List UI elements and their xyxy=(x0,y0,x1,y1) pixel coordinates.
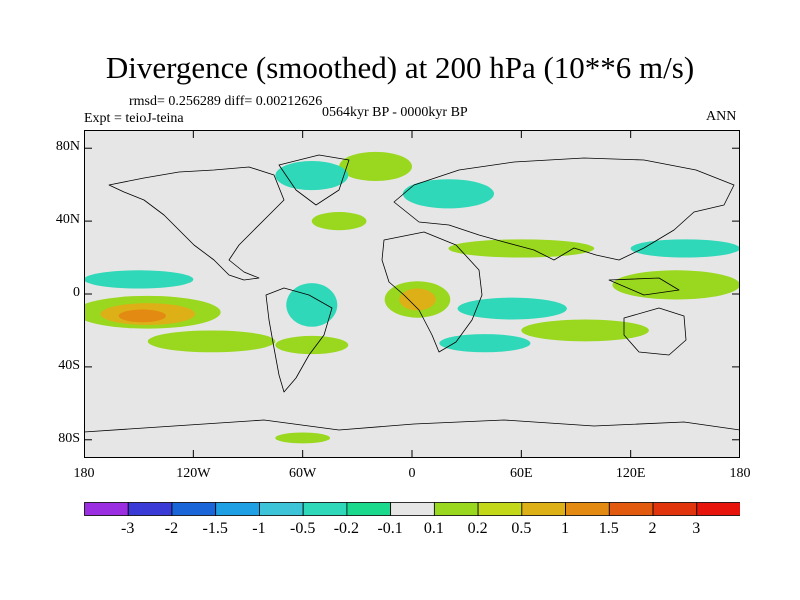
coast-africa xyxy=(381,231,483,353)
contour-arctic-pos xyxy=(339,151,412,182)
colorbar-box xyxy=(127,502,173,516)
colorbar-box xyxy=(215,502,260,516)
colorbar xyxy=(84,502,741,516)
colorbar-box xyxy=(652,502,698,516)
colorbar-box xyxy=(259,502,304,516)
contour-indian-neg xyxy=(457,297,567,320)
colorbar-box xyxy=(565,502,610,516)
figure-title: Divergence (smoothed) at 200 hPa (10**6 … xyxy=(105,50,695,85)
colorbar-label: -0.1 xyxy=(377,520,403,537)
contour-atlantic-africa-core xyxy=(399,288,436,311)
colorbar-box xyxy=(302,502,348,516)
lon-tick-label: 120W xyxy=(176,466,211,481)
experiment-label: Expt = teioJ-teina xyxy=(84,111,184,126)
colorbar-box xyxy=(171,502,217,516)
season-label: ANN xyxy=(706,109,737,124)
coast-greenland xyxy=(278,154,350,206)
contour-greenland-neg xyxy=(275,160,349,191)
colorbar-label: 1 xyxy=(561,520,570,537)
colorbar-label: -0.2 xyxy=(333,520,360,537)
contour-n-pacific-neg xyxy=(630,239,740,258)
lon-tick-label: 180 xyxy=(73,466,95,481)
map-panel xyxy=(84,130,740,458)
coast-south-america xyxy=(265,287,333,393)
contour-eurasia-pos xyxy=(448,239,595,258)
contour-indian-pos xyxy=(521,319,649,342)
contour-fill-layer xyxy=(84,130,740,458)
rmsd-diff-text: rmsd= 0.256289 diff= 0.00212626 xyxy=(129,94,323,109)
contour-n-pacific-negative xyxy=(84,270,194,289)
contour-s-indian-neg xyxy=(439,334,531,353)
coast-north-america xyxy=(108,166,285,281)
colorbar-label: -1.5 xyxy=(202,520,228,537)
colorbar-label: 0.5 xyxy=(511,520,532,537)
lon-tick-label: 60E xyxy=(510,466,533,481)
colorbar-label: -0.5 xyxy=(289,520,316,537)
coast-indonesia xyxy=(608,277,680,296)
colorbar-label: 0.1 xyxy=(423,520,444,537)
lon-tick-label: 120E xyxy=(615,466,646,481)
colorbar-label: 2 xyxy=(648,520,657,537)
contour-w-pacific-pos xyxy=(612,270,740,300)
period-label: 0564kyr BP - 0000kyr BP xyxy=(322,105,468,120)
contour-s-pacific-belt xyxy=(147,330,276,353)
axis-ticks xyxy=(84,130,740,458)
colorbar-box xyxy=(346,502,392,516)
coast-australia xyxy=(623,307,687,356)
lat-tick-label: 80S xyxy=(58,430,80,446)
lat-tick-label: 0 xyxy=(73,285,80,300)
lon-tick-label: 60W xyxy=(289,466,317,481)
contour-s-pacific-peak xyxy=(118,309,166,323)
colorbar-label: 3 xyxy=(692,520,701,537)
lon-tick-label: 180 xyxy=(729,466,751,481)
divergence-map xyxy=(84,130,740,458)
coastlines xyxy=(84,154,740,433)
coast-antarctica xyxy=(84,419,740,433)
lat-tick-label: 80N xyxy=(55,139,80,155)
colorbar-label: -2 xyxy=(164,520,179,537)
lat-tick-label: 40N xyxy=(55,212,80,228)
colorbar-box xyxy=(521,502,566,516)
contour-antarctic-pos xyxy=(275,432,330,444)
colorbar-label: -3 xyxy=(121,520,135,537)
colorbar-box xyxy=(696,502,741,516)
colorbar-box xyxy=(84,502,129,516)
colorbar-label: 1.5 xyxy=(598,520,619,537)
contour-n-atlantic-pos xyxy=(311,212,367,231)
colorbar-label: -1 xyxy=(252,520,266,537)
colorbar-label: 0.2 xyxy=(467,520,488,537)
coast-eurasia xyxy=(393,157,735,261)
lat-tick-label: 40S xyxy=(58,357,80,373)
contour-n-eurasia-neg xyxy=(402,179,495,209)
contour-south-america-neg xyxy=(286,283,338,327)
contour-s-atlantic-pos xyxy=(275,335,349,355)
colorbar-box xyxy=(390,502,435,516)
colorbar-box xyxy=(608,502,654,516)
colorbar-box xyxy=(477,502,523,516)
colorbar-box xyxy=(433,502,479,516)
lon-tick-label: 0 xyxy=(408,466,416,481)
colorbar-boxes xyxy=(84,502,741,516)
